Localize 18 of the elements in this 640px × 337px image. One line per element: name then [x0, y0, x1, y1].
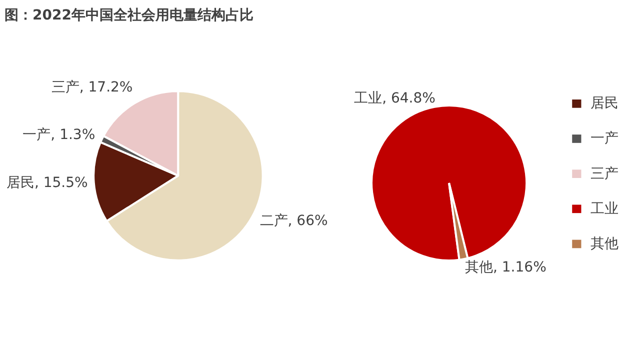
legend-label: 其他: [590, 236, 618, 252]
data-label: , 15.5%: [34, 175, 88, 192]
slice-label: 三产: [51, 79, 80, 96]
data-label: , 64.8%: [382, 90, 436, 106]
slice-label: 二产: [260, 212, 288, 229]
slice-label: 居民: [6, 175, 34, 192]
data-label: , 1.16%: [493, 260, 546, 276]
legend-label: 工业: [590, 200, 618, 217]
legend-label: 一产: [590, 130, 618, 147]
data-label: , 1.3%: [50, 127, 96, 144]
slice-label: 其他: [465, 260, 494, 276]
slice-label: 工业: [354, 90, 382, 106]
legend-label: 三产: [590, 166, 618, 182]
chart-title: 图：2022年中国全社会用电量结构占比: [4, 8, 254, 24]
data-label: , 17.2%: [79, 79, 133, 96]
slice-label: 一产: [22, 127, 51, 144]
data-label: , 66%: [288, 212, 328, 229]
legend-label: 居民: [590, 96, 618, 112]
